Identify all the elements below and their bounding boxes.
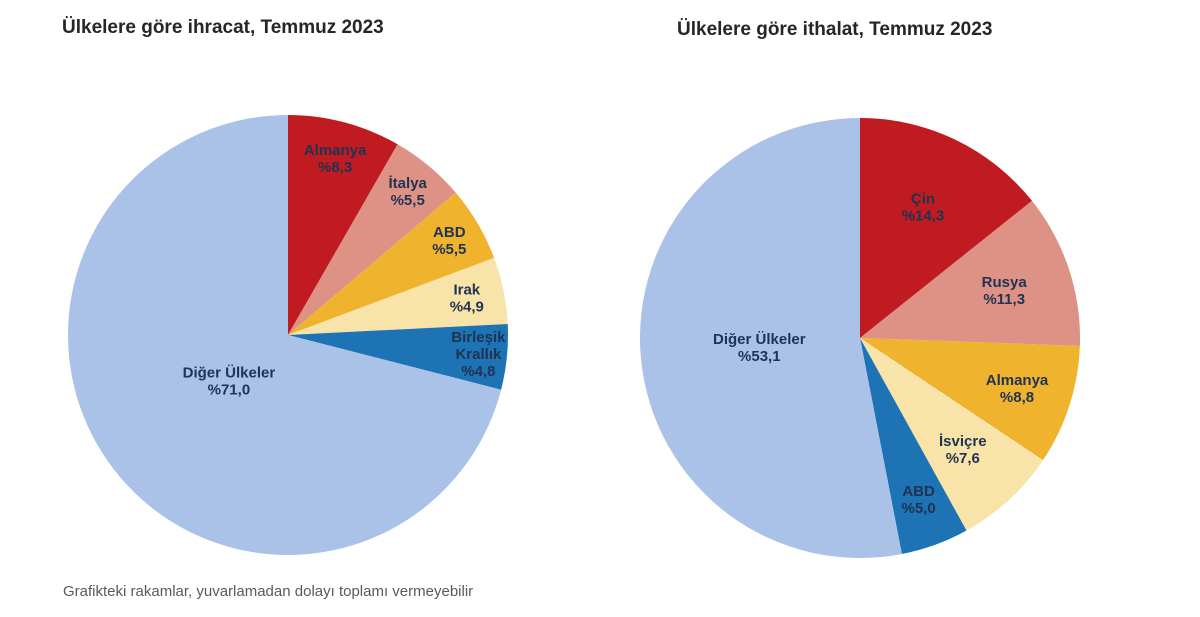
pie-slice-label-birlesik-krallik: Birleşik Krallık %4,8 (451, 329, 506, 380)
pie-slice-label-diger-ulkeler: Diğer Ülkeler %53,1 (713, 331, 806, 365)
pie-slice-italya (288, 144, 456, 335)
pie-slice-diger-ulkeler (68, 115, 502, 555)
pie-slice-cin (860, 118, 1032, 338)
pie-slice-label-almanya: Almanya %8,3 (304, 142, 367, 176)
exports-chart-title: Ülkelere göre ihracat, Temmuz 2023 (62, 17, 384, 38)
pie-slice-label-abd: ABD %5,0 (901, 483, 935, 517)
pie-slice-label-cin: Çin %14,3 (902, 191, 945, 225)
pie-slice-irak (288, 257, 508, 335)
pie-slice-label-abd: ABD %5,5 (432, 224, 466, 258)
imports-pie-chart: Çin %14,3 Rusya %11,3 Almanya %8,8 İsviçre %7,6… (639, 118, 1081, 558)
pie-slice-almanya (860, 338, 1080, 461)
pie-slice-label-rusya: Rusya %11,3 (982, 274, 1028, 308)
exports-chart-section: Ülkelere göre ihracat, Temmuz 2023 Alman… (48, 0, 608, 580)
pie-slice-almanya (288, 115, 398, 335)
pie-slice-label-diger-ulkeler: Diğer Ülkeler %71,0 (183, 364, 276, 398)
rounding-footnote: Grafikteki rakamlar, yuvarlamadan dolayı… (63, 583, 474, 600)
pie-slice-isvicre (860, 338, 1043, 531)
pie-slice-rusya (860, 200, 1081, 346)
pie-slice-birlesik-krallik (288, 323, 508, 390)
imports-chart-title: Ülkelere göre ithalat, Temmuz 2023 (677, 19, 993, 40)
pie-slice-label-isvicre: İsviçre %7,6 (939, 433, 987, 467)
pie-slice-diger-ulkeler (639, 118, 902, 558)
imports-chart-section: Ülkelere göre ithalat, Temmuz 2023 Çin %1… (620, 0, 1180, 580)
pie-slice-abd (288, 192, 495, 335)
pie-slice-label-irak: Irak %4,9 (450, 282, 484, 316)
pie-slice-label-italya: İtalya %5,5 (389, 175, 428, 209)
pie-slice-label-almanya: Almanya %8,8 (986, 372, 1049, 406)
pie-slice-abd (860, 338, 967, 554)
